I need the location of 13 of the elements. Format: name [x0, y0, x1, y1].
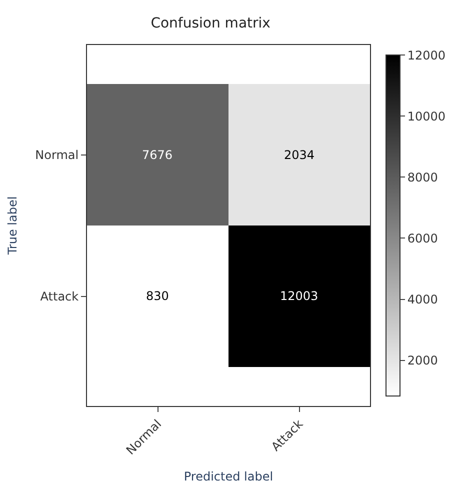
data-label: 7676 [142, 148, 173, 162]
color-bar-label: 12000 [407, 48, 446, 62]
x-axis-title: Predicted label [184, 469, 274, 484]
color-bar-label: 2000 [407, 353, 438, 368]
color-bar-label: 8000 [407, 170, 438, 184]
data-label: 830 [146, 289, 169, 303]
color-bar-label: 4000 [407, 292, 438, 306]
data-label: 2034 [284, 148, 315, 162]
color-bar-label: 6000 [407, 231, 438, 246]
data-label: 12003 [280, 289, 318, 303]
y-axis-title: True label [5, 196, 20, 256]
chart-title: Confusion matrix [150, 15, 270, 32]
color-bar-label: 10000 [407, 109, 446, 124]
